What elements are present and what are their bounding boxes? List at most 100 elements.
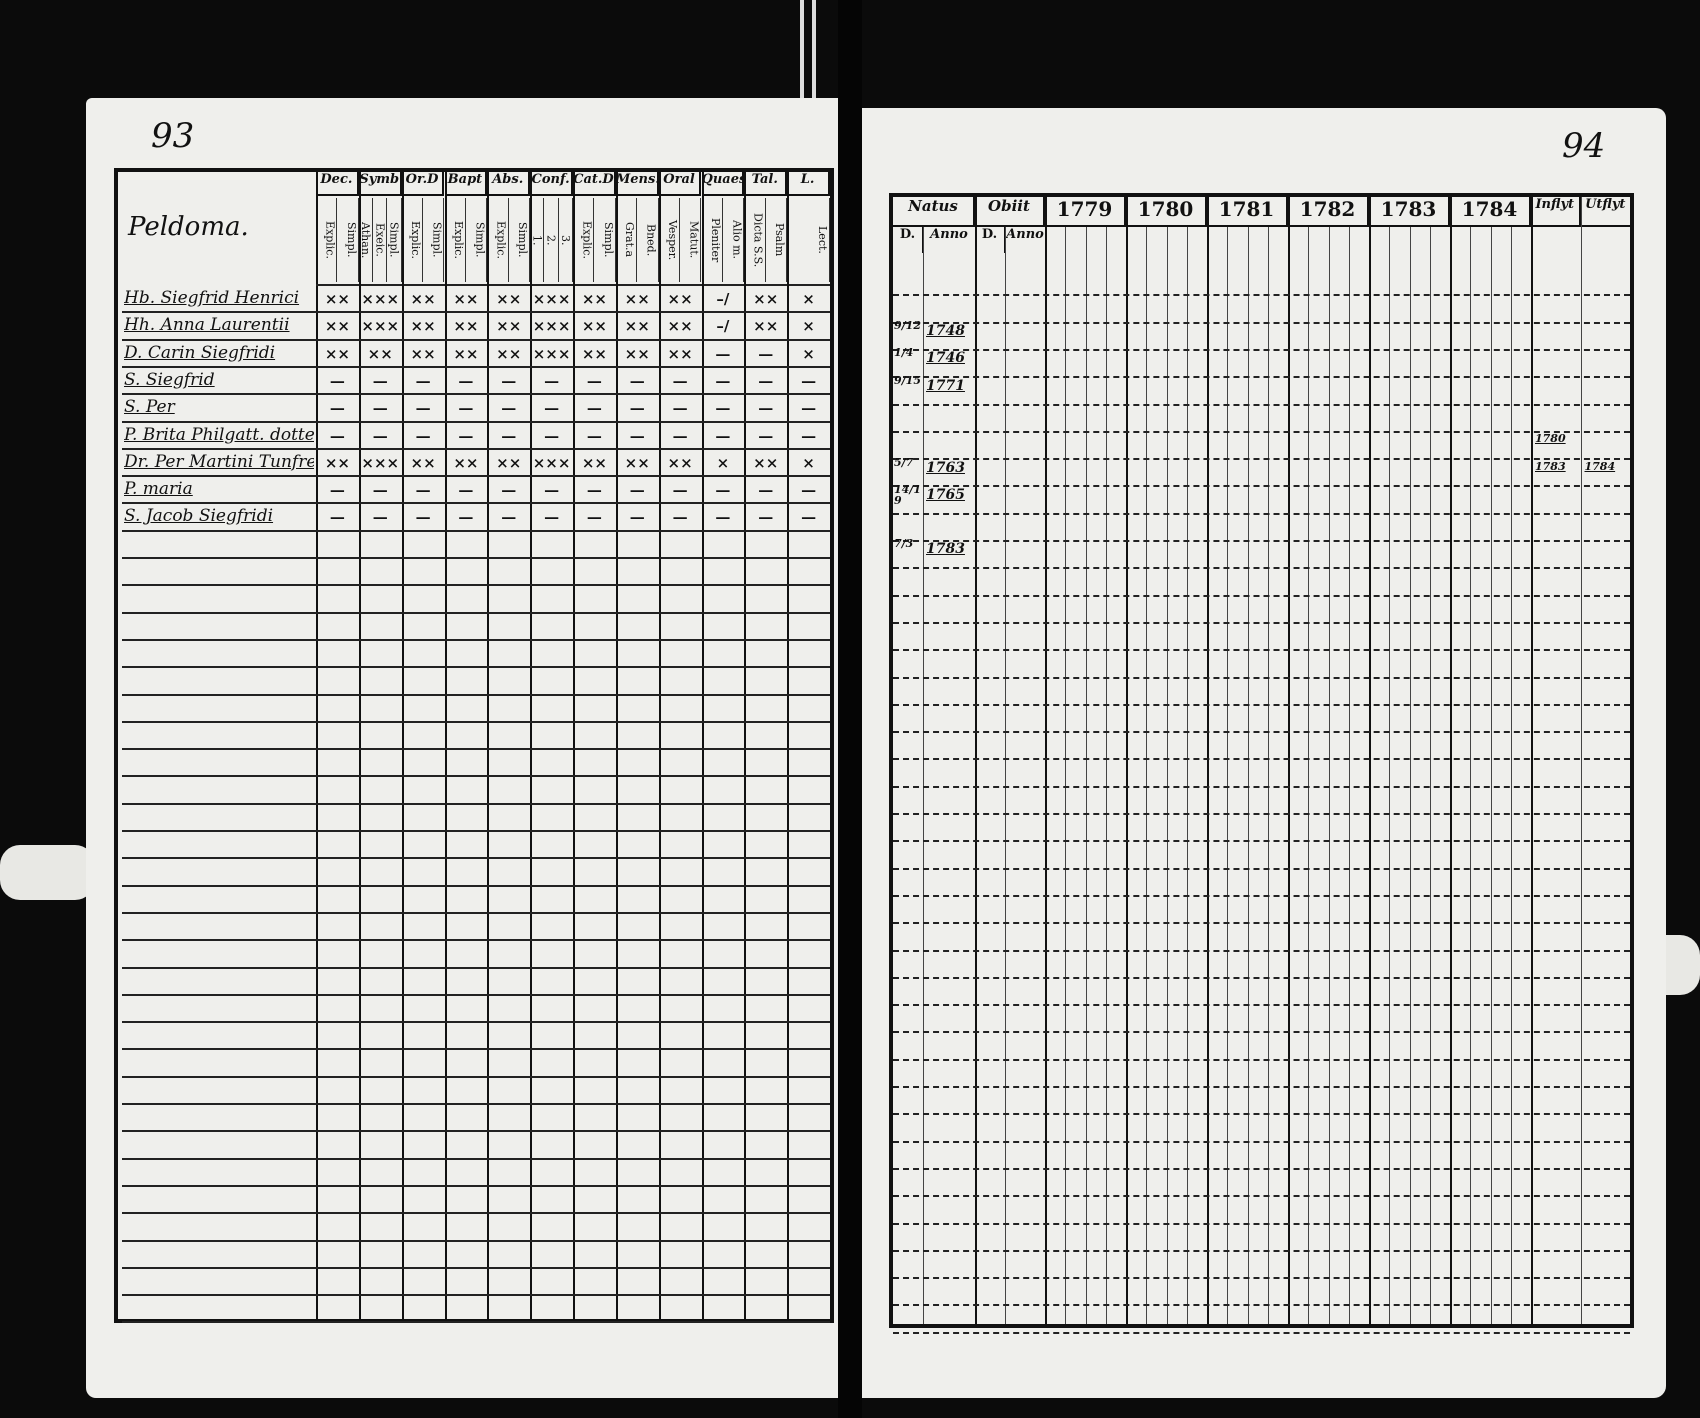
exam-mark: ××× xyxy=(532,344,571,363)
sub-divider xyxy=(1490,227,1492,1324)
exam-mark: — xyxy=(544,508,560,527)
column-subheader: Athan. xyxy=(359,198,374,282)
exam-mark: — xyxy=(801,371,817,390)
exam-mark: — xyxy=(672,481,688,500)
column-header: Oral xyxy=(658,172,702,196)
exam-mark: — xyxy=(372,426,388,445)
exam-mark: — xyxy=(715,508,731,527)
row-rule xyxy=(122,1239,830,1242)
exam-mark: ×× xyxy=(667,344,693,363)
exam-mark: — xyxy=(458,481,474,500)
exam-mark: — xyxy=(586,371,602,390)
birth-year: 1748 xyxy=(926,323,965,339)
exam-mark: — xyxy=(758,344,774,363)
sub-divider xyxy=(1186,227,1188,1324)
exam-mark: ×× xyxy=(324,290,350,308)
row-rule xyxy=(122,420,830,423)
row-rule xyxy=(122,365,830,368)
sub-divider xyxy=(1580,197,1582,1324)
year-header: 1783 xyxy=(1369,197,1450,227)
row-rule xyxy=(122,1184,830,1187)
row-rule xyxy=(893,922,1630,925)
row-rule xyxy=(122,1294,830,1297)
exam-mark: ×× xyxy=(367,344,393,363)
exam-mark: — xyxy=(801,426,817,445)
sub-divider xyxy=(1085,227,1087,1324)
birth-day: 9/15 xyxy=(894,373,921,387)
exam-mark: ××× xyxy=(361,317,400,336)
sub-divider xyxy=(1409,227,1411,1324)
exam-mark: ×× xyxy=(753,290,779,308)
move-in-year: 1780 xyxy=(1535,432,1566,446)
sub-divider xyxy=(1146,227,1148,1324)
exam-mark: × xyxy=(802,344,815,363)
column-divider xyxy=(316,172,318,1319)
row-rule xyxy=(893,430,1630,433)
column-subheader: Matut. xyxy=(680,198,702,282)
row-rule xyxy=(122,638,830,641)
exam-mark: — xyxy=(672,399,688,418)
exam-mark: — xyxy=(629,426,645,445)
exam-mark: — xyxy=(629,371,645,390)
column-divider xyxy=(401,172,404,1319)
column-divider xyxy=(1126,197,1128,1324)
exam-mark: ×× xyxy=(581,344,607,363)
book-spine xyxy=(838,0,862,1418)
exam-mark: — xyxy=(544,426,560,445)
row-rule xyxy=(122,720,830,723)
row-rule xyxy=(122,802,830,805)
row-rule xyxy=(893,785,1630,788)
row-rule xyxy=(122,748,830,751)
exam-mark: — xyxy=(329,481,345,500)
column-header: Conf. xyxy=(530,172,573,196)
column-subheader: Alio m. xyxy=(723,198,745,282)
exam-mark: ×× xyxy=(324,344,350,363)
exam-mark: — xyxy=(586,426,602,445)
column-subheader: Simpl. xyxy=(337,198,359,282)
exam-mark: ×× xyxy=(324,453,350,472)
column-header: Abs. xyxy=(487,172,531,196)
exam-mark: — xyxy=(458,399,474,418)
year-header: 1784 xyxy=(1450,197,1531,227)
row-rule xyxy=(122,993,830,996)
column-subheader: Simpl. xyxy=(423,198,445,282)
exam-mark: — xyxy=(501,399,517,418)
row-rule xyxy=(122,1130,830,1133)
exam-mark: ×× xyxy=(324,317,350,336)
exam-mark: — xyxy=(629,508,645,527)
exam-mark: — xyxy=(758,481,774,500)
year-header: 1779 xyxy=(1045,197,1126,227)
exam-mark: — xyxy=(372,371,388,390)
column-divider xyxy=(1531,197,1533,1324)
column-header: Natus xyxy=(893,197,975,227)
row-rule xyxy=(893,949,1630,952)
exam-mark: ××× xyxy=(532,453,571,472)
exam-mark: — xyxy=(415,426,431,445)
row-rule xyxy=(122,557,830,559)
exam-mark: ×× xyxy=(581,290,607,308)
column-divider xyxy=(787,172,790,1319)
sub-divider xyxy=(1510,227,1512,1324)
column-subheader: 1. xyxy=(530,198,545,282)
exam-mark: ×× xyxy=(453,317,479,336)
exam-mark: –/ xyxy=(716,290,730,308)
row-rule xyxy=(893,1331,1630,1334)
column-subheader: Vesper. xyxy=(659,198,681,282)
column-divider xyxy=(744,172,747,1319)
row-rule xyxy=(893,758,1630,761)
sub-divider xyxy=(1227,227,1229,1324)
column-header: Or.D xyxy=(401,172,445,196)
birth-day: 9/12 xyxy=(894,319,921,332)
exam-mark: ×× xyxy=(624,290,650,308)
column-header: Mens. xyxy=(615,172,659,196)
exam-mark: — xyxy=(415,508,431,527)
column-header: Symb xyxy=(358,172,402,196)
row-rule xyxy=(893,1222,1630,1225)
exam-mark: — xyxy=(544,481,560,500)
sub-divider xyxy=(1308,227,1310,1324)
sub-divider xyxy=(1429,227,1431,1324)
year-header: 1780 xyxy=(1126,197,1207,227)
exam-mark: ×× xyxy=(453,290,479,308)
row-rule xyxy=(893,1304,1630,1307)
exam-mark: ×× xyxy=(753,453,779,472)
